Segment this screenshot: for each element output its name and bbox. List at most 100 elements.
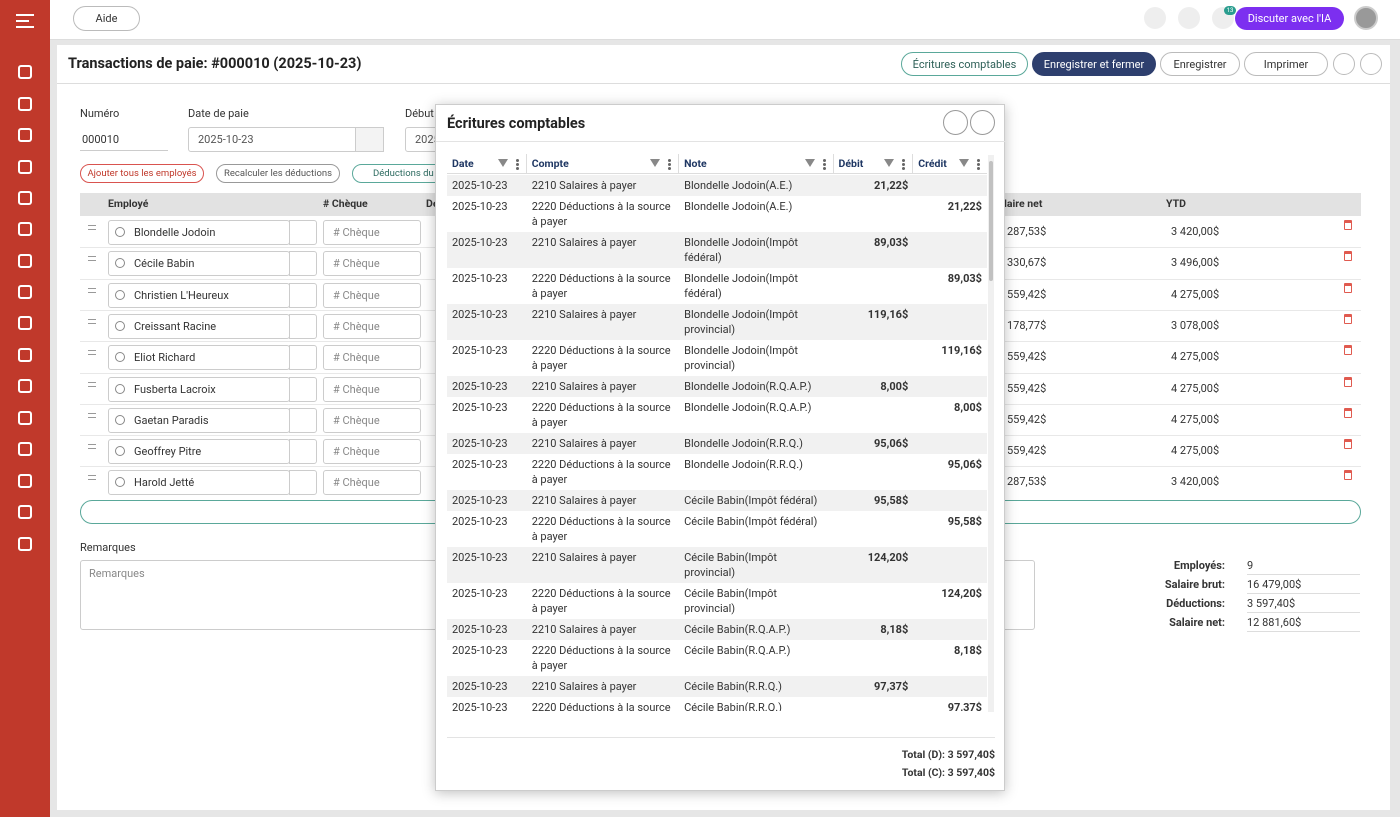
delete-button[interactable]: [1344, 376, 1352, 387]
nav-icon[interactable]: [18, 160, 32, 174]
delete-button[interactable]: [1344, 470, 1352, 481]
employee-name[interactable]: Eliot Richard: [108, 345, 290, 371]
clear-button[interactable]: [289, 376, 317, 402]
avatar[interactable]: [1354, 6, 1378, 30]
drag-handle[interactable]: [88, 318, 96, 324]
drag-handle[interactable]: [88, 412, 96, 418]
nav-icon[interactable]: [18, 65, 32, 79]
employee-name[interactable]: Creissant Racine: [108, 313, 290, 339]
menu-bar: [16, 14, 34, 16]
icon-button[interactable]: [1144, 7, 1166, 29]
cheque-input[interactable]: # Chèque: [323, 313, 421, 339]
icon-button[interactable]: [1360, 53, 1382, 75]
employee-name[interactable]: Fusberta Lacroix: [108, 376, 290, 402]
employee-name[interactable]: Harold Jetté: [108, 470, 290, 496]
journal-account: 2220 Déductions à la source à payer: [531, 272, 671, 300]
cheque-input[interactable]: # Chèque: [323, 220, 421, 245]
journal-note: Blondelle Jodoin(Impôt fédéral): [684, 236, 798, 264]
employee-name-text: Gaetan Paradis: [134, 413, 209, 427]
clear-button[interactable]: [289, 282, 317, 308]
nav-icon[interactable]: [18, 505, 32, 519]
drag-handle[interactable]: [88, 350, 96, 356]
clear-button[interactable]: [289, 439, 317, 465]
field-label: Début: [405, 107, 434, 120]
journal-column-label: Note: [684, 157, 707, 170]
clear-button[interactable]: [289, 220, 317, 245]
filter-icon[interactable]: [959, 159, 969, 167]
action-button[interactable]: Ajouter tous les employés: [80, 164, 204, 183]
drag-handle[interactable]: [88, 256, 96, 262]
column-menu[interactable]: [515, 163, 519, 166]
employee-name[interactable]: Geoffrey Pitre: [108, 439, 290, 465]
help-button[interactable]: Aide: [73, 6, 140, 31]
nav-icon[interactable]: [18, 537, 32, 551]
header-button[interactable]: Enregistrer: [1160, 52, 1240, 76]
field-input[interactable]: 2025-10-23: [188, 127, 384, 152]
header-button[interactable]: Enregistrer et fermer: [1032, 52, 1156, 76]
nav-icon[interactable]: [18, 442, 32, 456]
nav-icon[interactable]: [18, 254, 32, 268]
clear-button[interactable]: [289, 407, 317, 433]
modal-icon-button[interactable]: [970, 110, 995, 135]
cheque-input[interactable]: # Chèque: [323, 407, 421, 433]
ytd: 4 275,00$: [1171, 381, 1220, 395]
header-button[interactable]: Écritures comptables: [901, 52, 1028, 76]
delete-button[interactable]: [1344, 220, 1352, 230]
delete-button[interactable]: [1344, 282, 1352, 293]
modal-icon-button[interactable]: [943, 110, 968, 135]
nav-icon[interactable]: [18, 128, 32, 142]
nav-icon[interactable]: [18, 348, 32, 362]
delete-button[interactable]: [1344, 345, 1352, 356]
cheque-input[interactable]: # Chèque: [323, 251, 421, 277]
nav-icon[interactable]: [18, 285, 32, 299]
drag-handle[interactable]: [88, 444, 96, 450]
nav-icon[interactable]: [18, 316, 32, 330]
clear-button[interactable]: [289, 313, 317, 339]
filter-icon[interactable]: [884, 159, 895, 167]
column-menu[interactable]: [902, 163, 906, 166]
clear-button[interactable]: [289, 251, 317, 277]
drag-handle[interactable]: [88, 381, 96, 387]
journal-cell: [834, 199, 914, 229]
drag-handle[interactable]: [88, 475, 96, 481]
drag-handle[interactable]: [88, 225, 96, 230]
header-button[interactable]: Imprimer: [1244, 52, 1328, 76]
delete-button[interactable]: [1344, 439, 1352, 450]
delete-button[interactable]: [1344, 251, 1352, 262]
column-menu[interactable]: [822, 163, 826, 166]
action-button[interactable]: Recalculer les déductions: [216, 164, 340, 183]
clear-button[interactable]: [289, 470, 317, 496]
cheque-input[interactable]: # Chèque: [323, 470, 421, 496]
column-menu[interactable]: [977, 163, 980, 166]
filter-icon[interactable]: [650, 159, 661, 167]
nav-icon[interactable]: [18, 97, 32, 111]
delete-button[interactable]: [1344, 407, 1352, 418]
filter-icon[interactable]: [804, 159, 815, 167]
filter-icon[interactable]: [497, 159, 508, 167]
employee-name[interactable]: Blondelle Jodoin: [108, 220, 290, 245]
employee-name[interactable]: Gaetan Paradis: [108, 407, 290, 433]
cheque-input[interactable]: # Chèque: [323, 345, 421, 371]
ai-button[interactable]: Discuter avec l'IA: [1235, 7, 1344, 30]
nav-icon[interactable]: [18, 411, 32, 425]
icon-button[interactable]: [1333, 53, 1355, 75]
nav-icon[interactable]: [18, 222, 32, 236]
field-label: Date de paie: [188, 107, 249, 120]
nav-icon[interactable]: [18, 191, 32, 205]
employee-name-text: Cécile Babin: [134, 257, 195, 271]
calendar-button[interactable]: [355, 127, 384, 152]
journal-date: 2025-10-23: [452, 644, 508, 657]
delete-button[interactable]: [1344, 313, 1352, 324]
column-menu[interactable]: [668, 163, 672, 166]
clear-button[interactable]: [289, 345, 317, 371]
nav-icon[interactable]: [18, 474, 32, 488]
employee-name[interactable]: Cécile Babin: [108, 251, 290, 277]
cheque-input[interactable]: # Chèque: [323, 376, 421, 402]
cheque-input[interactable]: # Chèque: [323, 282, 421, 308]
nav-icon[interactable]: [18, 379, 32, 393]
drag-handle[interactable]: [88, 287, 96, 293]
journal-row: 2025-10-23 2210 Salaires à payer Cécile Ba…: [447, 490, 987, 511]
icon-button[interactable]: [1178, 7, 1200, 29]
employee-name[interactable]: Christien L'Heureux: [108, 282, 290, 308]
cheque-input[interactable]: # Chèque: [323, 439, 421, 465]
